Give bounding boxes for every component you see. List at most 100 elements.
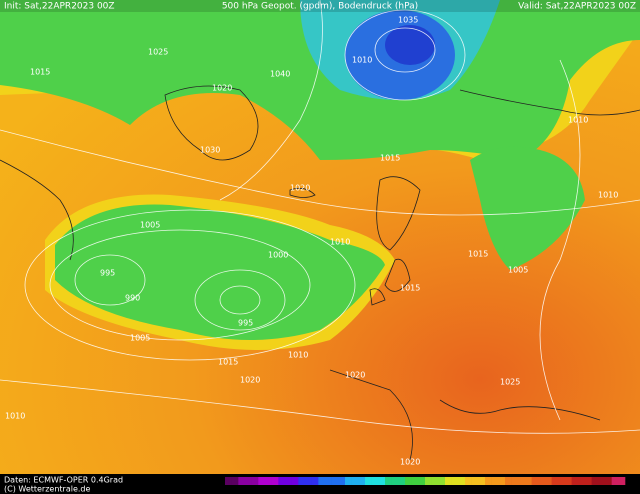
color-scale-swatch [405,477,412,485]
pressure-label: 1030 [200,146,220,155]
color-scale-swatch [551,477,559,485]
color-scale-swatch [271,477,279,485]
color-scale-swatch [331,477,339,485]
isobar [0,379,640,434]
isobars [0,0,640,433]
color-scale-swatch [258,477,266,485]
color-scale [225,477,626,485]
color-scale-swatch [425,477,432,485]
pressure-label: 1010 [288,351,308,360]
pressure-label: 1000 [268,251,288,260]
pressure-label: 1020 [290,184,310,193]
color-scale-swatch [525,477,532,485]
pressure-label: 1010 [352,56,372,65]
color-scale-swatch [278,477,286,485]
pressure-label: 1025 [500,378,520,387]
coast-iceland [289,187,316,198]
pressure-labels: 1035 1010 1040 1025 1015 1020 1030 1010 … [5,16,618,467]
pressure-label: 1010 [598,191,618,200]
color-scale-swatch [471,477,479,485]
color-scale-swatch [311,477,319,485]
isobar [49,229,311,341]
color-scale-swatch [371,477,379,485]
pressure-label: 1015 [400,284,420,293]
color-scale-swatch [511,477,519,485]
color-scale-swatch [478,477,486,485]
pressure-label: 1015 [380,154,400,163]
pressure-label: 1015 [468,250,488,259]
pressure-label: 1020 [240,376,260,385]
color-scale-swatch [591,477,599,485]
color-scale-swatch [345,477,352,485]
copyright: (C) Wetterzentrale.de [4,485,91,494]
init-time: Init: Sat,22APR2023 00Z [4,2,115,12]
color-scale-swatch [538,477,546,485]
color-scale-swatch [265,477,272,485]
pressure-label: 990 [125,294,140,303]
color-scale-swatch [385,477,392,485]
isobar [0,129,640,216]
color-scale-swatch [285,477,292,485]
isobar [344,9,466,101]
color-scale-swatch [458,477,466,485]
color-scale-swatch [498,477,506,485]
header-bar [0,0,640,12]
pressure-label: 1040 [270,70,290,79]
isobar [219,285,261,315]
color-scale-swatch [318,477,326,485]
pressure-label: 1020 [212,84,232,93]
color-scale-swatch [431,477,439,485]
color-scale-swatch [445,477,452,485]
isobar [194,269,286,331]
color-scale-swatch [365,477,372,485]
pressure-label: 1010 [5,412,25,421]
color-scale-swatch [351,477,359,485]
color-scale-swatch [485,477,492,485]
color-scale-swatch [465,477,472,485]
color-scale-swatch [358,477,366,485]
color-scale-swatch [578,477,586,485]
isobar [374,27,436,73]
color-scale-swatch [531,477,539,485]
pressure-label: 1035 [398,16,418,25]
color-scale-swatch [571,477,579,485]
coast-misc [0,89,640,261]
isobar [219,0,323,201]
valid-time: Valid: Sat,22APR2023 00Z [518,2,636,12]
color-scale-swatch [298,477,306,485]
pressure-label: 1020 [345,371,365,380]
isobar [24,209,356,361]
color-scale-swatch [491,477,499,485]
color-scale-swatch [238,477,246,485]
pressure-label: 1005 [140,221,160,230]
color-scale-swatch [451,477,459,485]
color-scale-swatch [411,477,419,485]
isobar [74,254,146,306]
color-scale-swatch [505,477,512,485]
color-scale-swatch [398,477,406,485]
green-region-east [470,146,585,270]
coast-europe-south [329,369,601,461]
color-scale-swatch [558,477,566,485]
pressure-label: 1015 [30,68,50,77]
color-scale-swatch [545,477,552,485]
green-low [55,204,385,340]
pressure-label: 1005 [508,266,528,275]
isobar [539,59,581,421]
color-scale-swatch [338,477,346,485]
color-scale-swatch [518,477,526,485]
color-scale-swatch [418,477,426,485]
color-scale-swatch [251,477,259,485]
color-scale-swatch [325,477,332,485]
pressure-label: 995 [238,319,253,328]
color-scale-swatch [378,477,386,485]
color-scale-swatch [291,477,299,485]
color-scale-swatch [305,477,312,485]
pressure-label: 1020 [400,458,420,467]
color-scale-swatch [605,477,612,485]
coast-europe-north [369,176,421,306]
color-scale-swatch [618,477,626,485]
color-scale-swatch [585,477,592,485]
blue-core [385,25,435,65]
